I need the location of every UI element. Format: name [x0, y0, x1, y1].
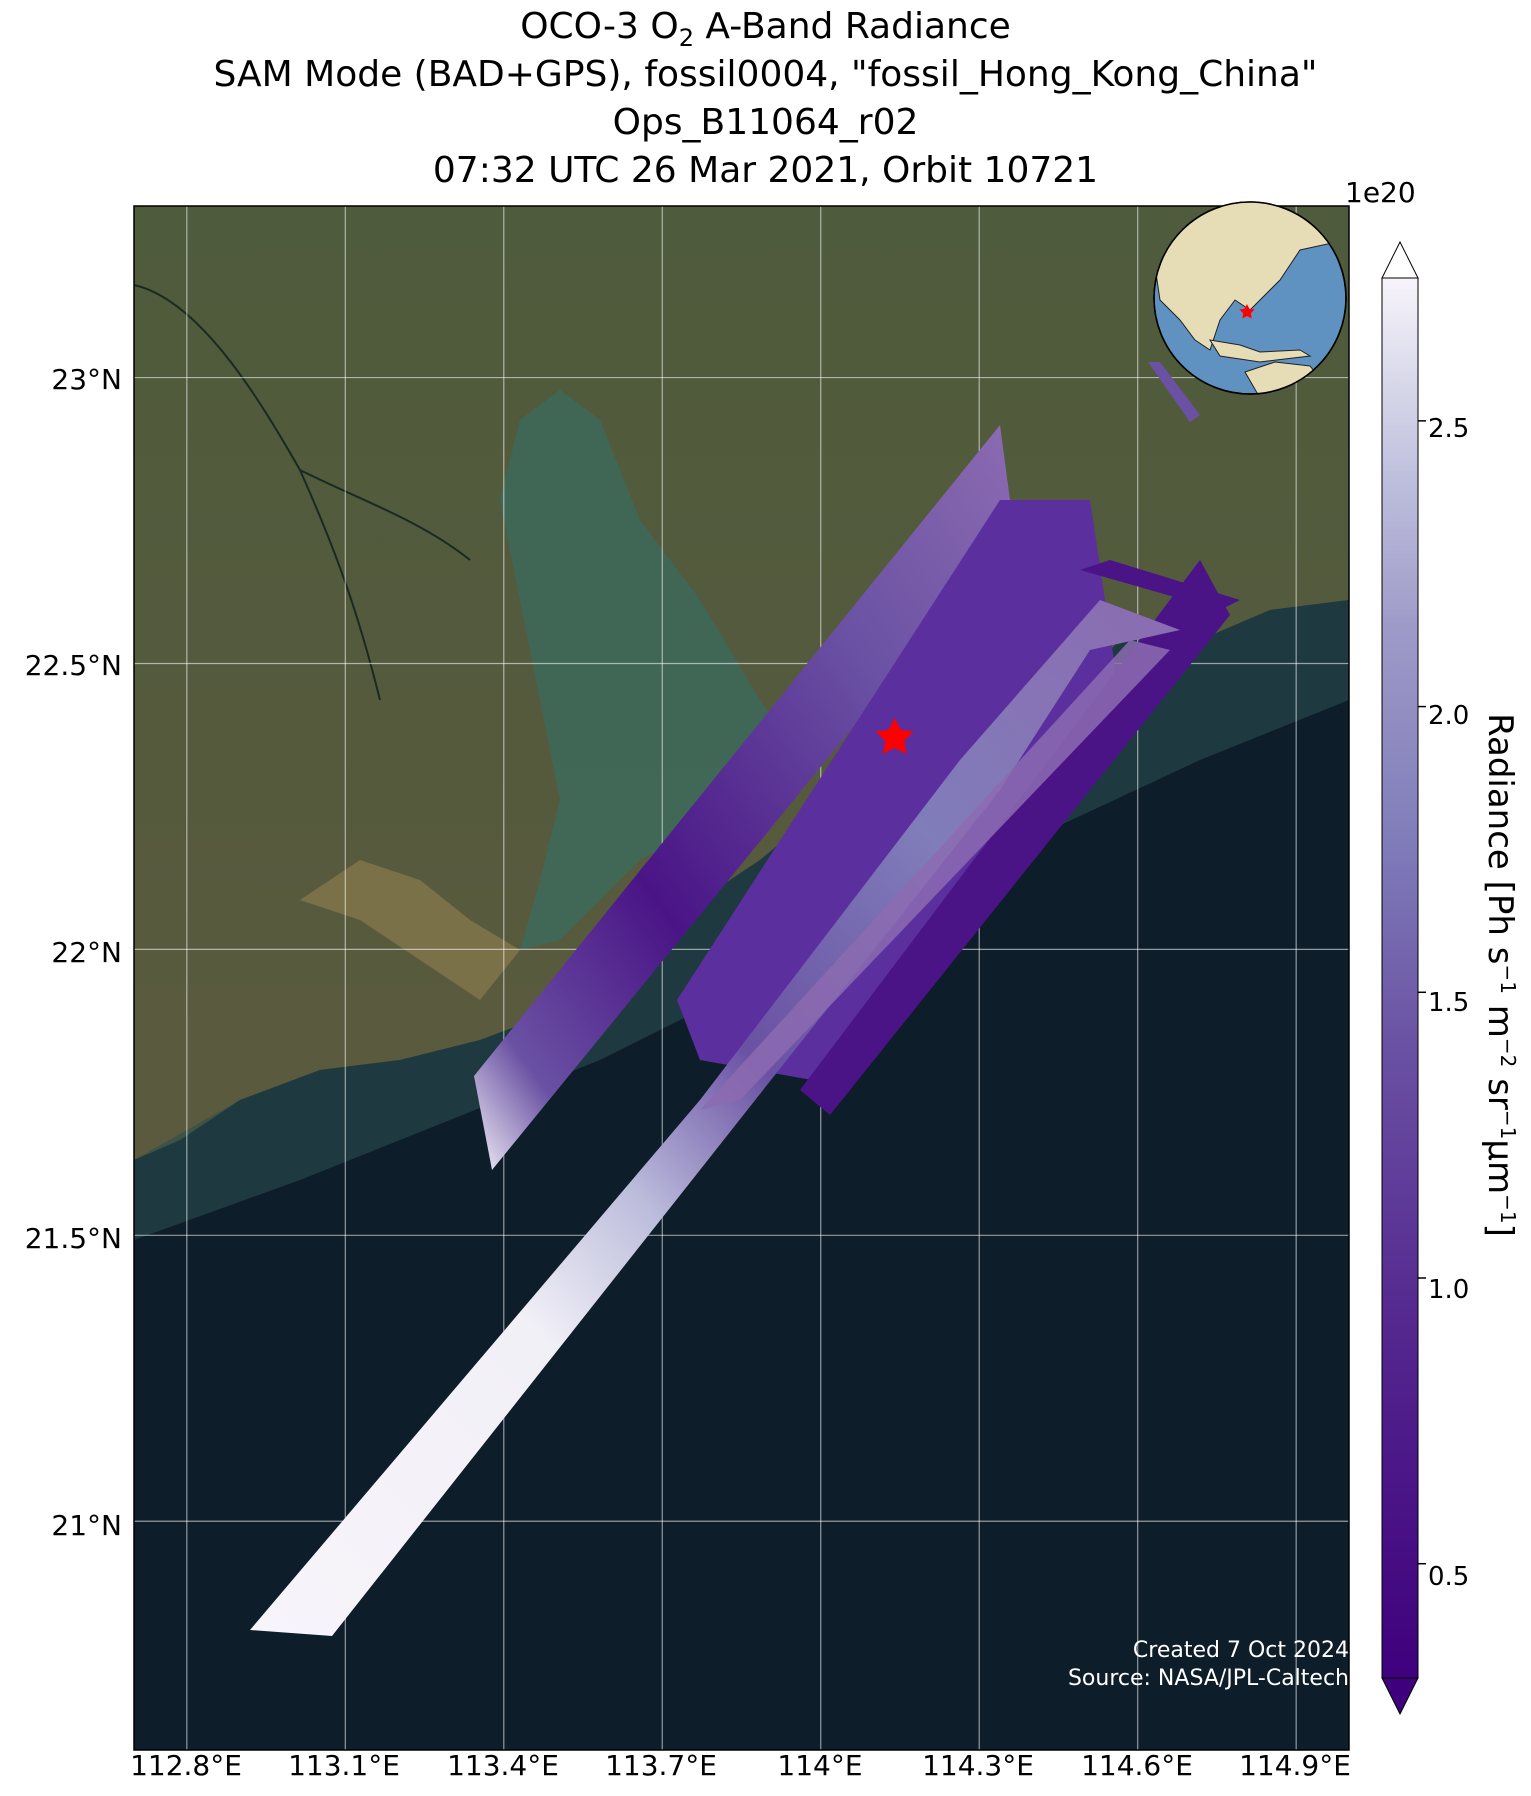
- lat-tick-label: 21°N: [51, 1509, 122, 1542]
- colorbar-tick-label: 1.0: [1428, 1275, 1470, 1305]
- credit-line-created: Created 7 Oct 2024: [1132, 1638, 1349, 1663]
- river-line: [134, 284, 471, 701]
- inset-globe: [1148, 201, 1347, 422]
- lon-tick-label: 113.4°E: [447, 1749, 559, 1782]
- swath-middle: [677, 500, 1120, 1080]
- sounding-swaths: [250, 425, 1240, 1636]
- colorbar-tick-label: 1.5: [1428, 988, 1470, 1018]
- title-line-3: Ops_B11064_r02: [612, 102, 919, 143]
- colorbar-label: Radiance [Ph s−1 m−2 sr−1μm−1]: [1479, 713, 1521, 1237]
- lon-tick-label: 112.8°E: [130, 1749, 242, 1782]
- gridlines: [134, 206, 1349, 1750]
- colorbar-tick-label: 2.5: [1428, 414, 1470, 444]
- lon-tick-label: 113.1°E: [288, 1749, 400, 1782]
- globe-indonesia: [1208, 339, 1312, 363]
- lon-tick-label: 114.3°E: [922, 1749, 1034, 1782]
- colorbar-gradient: [1381, 277, 1419, 1679]
- globe-star-icon: [1239, 304, 1255, 319]
- lat-tick-label: 22.5°N: [24, 649, 122, 682]
- swath-inner: [700, 640, 1170, 1110]
- lat-tick-label: 22°N: [51, 936, 122, 969]
- lat-tick-label: 21.5°N: [24, 1222, 122, 1255]
- river-delta: [300, 860, 520, 1000]
- colorbar-tick-label: 2.0: [1428, 701, 1470, 731]
- credit-line-source: Source: NASA/JPL-Caltech: [1067, 1666, 1349, 1691]
- swath-small-strip: [1080, 560, 1240, 610]
- colorbar-tick-label: 0.5: [1428, 1562, 1470, 1592]
- globe-swath-icon: [1148, 362, 1200, 422]
- lon-tick-label: 114.9°E: [1239, 1749, 1351, 1782]
- map-frame: [133, 205, 1350, 1751]
- swath-long: [250, 600, 1180, 1636]
- colorbar-exponent: 1e20: [1345, 176, 1416, 209]
- lon-tick-label: 113.7°E: [605, 1749, 717, 1782]
- swath-upper: [474, 425, 1014, 1170]
- credit-text: Created 7 Oct 2024 Source: NASA/JPL-Calt…: [1068, 1637, 1349, 1693]
- lon-tick-label: 114°E: [777, 1749, 863, 1782]
- title-line-4: 07:32 UTC 26 Mar 2021, Orbit 10721: [432, 150, 1099, 191]
- lat-tick-label: 23°N: [51, 363, 122, 396]
- title-line-2: SAM Mode (BAD+GPS), fossil0004, "fossil_…: [213, 54, 1318, 95]
- red-star-icon: [875, 717, 914, 755]
- title-line-1: OCO-3 O2 A-Band Radiance: [520, 6, 1011, 52]
- colorbar-max-arrow: [1381, 240, 1419, 279]
- colorbar: [1381, 240, 1426, 1716]
- colorbar-min-arrow: [1381, 1677, 1419, 1716]
- lon-tick-label: 114.6°E: [1081, 1749, 1193, 1782]
